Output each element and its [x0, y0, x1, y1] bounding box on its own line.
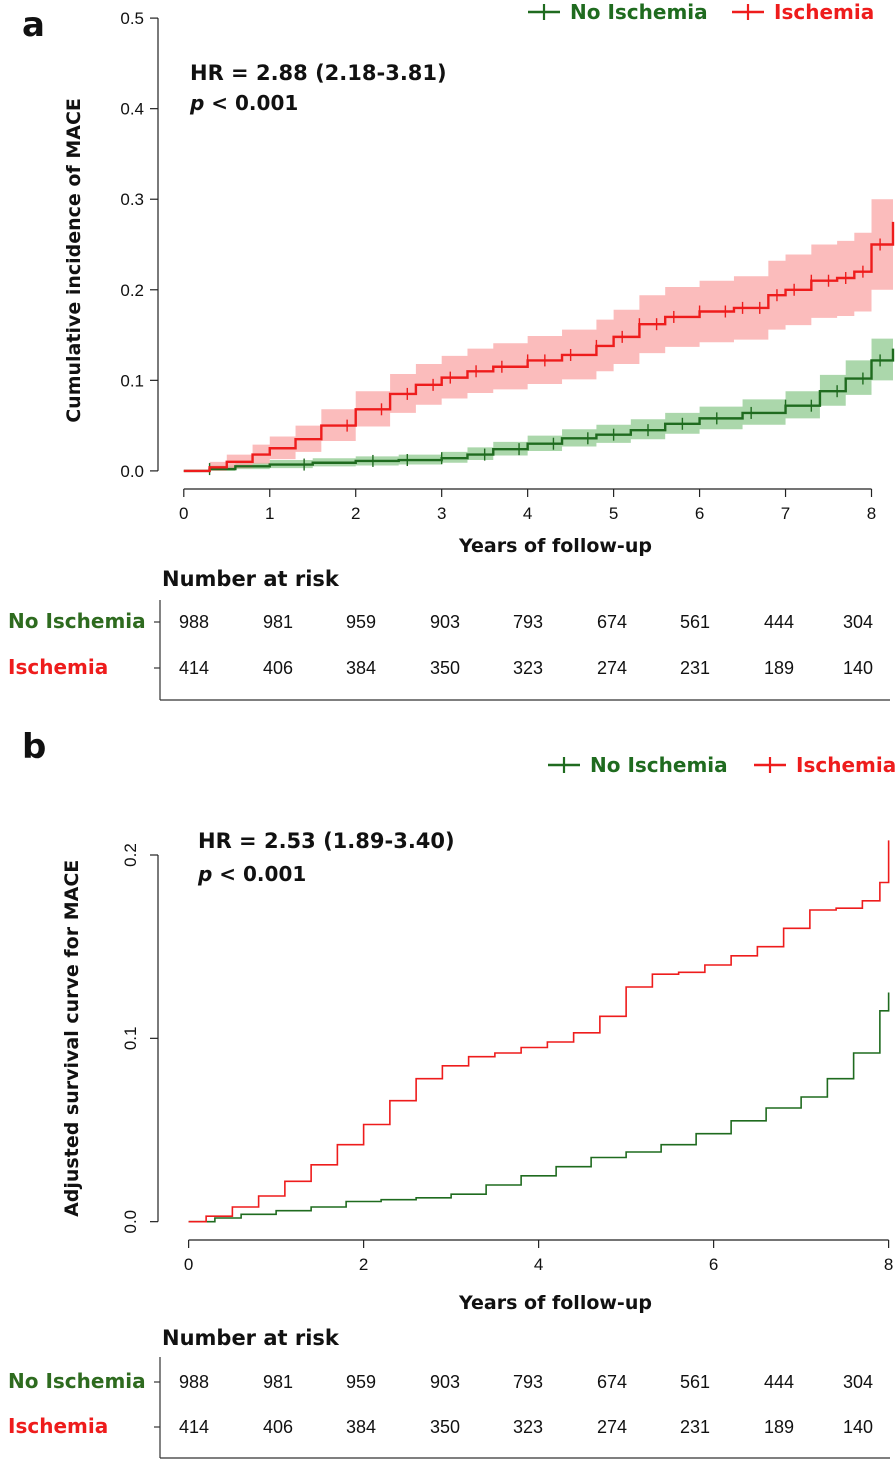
- legend-item-no-ischemia: No Ischemia: [528, 0, 708, 24]
- risk-value: 323: [513, 1417, 543, 1437]
- risk-value: 444: [764, 1372, 794, 1392]
- y-tick-label: 0.2: [120, 281, 144, 300]
- x-axis-title: Years of follow-up: [458, 1292, 652, 1314]
- risk-value: 231: [680, 1417, 710, 1437]
- risk-value: 304: [843, 612, 873, 632]
- p-value-text: p < 0.001: [189, 91, 298, 115]
- risk-value: 406: [263, 1417, 293, 1437]
- panel-letter: b: [22, 727, 46, 767]
- y-axis-title: Cumulative incidence of MACE: [63, 98, 85, 423]
- ci-band-ischemia: [183, 176, 893, 471]
- hazard-ratio-text: HR = 2.53 (1.89-3.40): [198, 829, 455, 853]
- p-value: < 0.001: [204, 91, 298, 115]
- y-tick-label: 0.0: [121, 1210, 140, 1234]
- x-tick-label: 4: [523, 504, 532, 523]
- risk-value: 793: [513, 612, 543, 632]
- legend-item-ischemia: Ischemia: [754, 753, 896, 777]
- panel-b: b 0.0 0.1 0.2 0 2 4 6 8 Years of follow-up Adjuste…: [8, 727, 896, 1459]
- risk-value: 231: [680, 658, 710, 678]
- legend-label: No Ischemia: [590, 753, 728, 777]
- risk-value: 988: [179, 612, 209, 632]
- risk-table-title: Number at risk: [162, 1326, 340, 1350]
- risk-value: 406: [263, 658, 293, 678]
- series-line-ischemia: [188, 840, 890, 1223]
- series-line-ischemia: [183, 221, 895, 473]
- risk-value: 414: [179, 658, 209, 678]
- x-tick-label: 8: [867, 504, 876, 523]
- x-tick-label: 4: [534, 1255, 543, 1274]
- risk-value: 140: [843, 1417, 873, 1437]
- y-tick-label: 0.1: [121, 1027, 140, 1051]
- risk-table-title: Number at risk: [162, 567, 340, 591]
- legend-item-ischemia: Ischemia: [732, 0, 874, 24]
- legend-label: Ischemia: [796, 753, 896, 777]
- risk-value: 304: [843, 1372, 873, 1392]
- x-tick-label: 2: [359, 1255, 368, 1274]
- x-tick-label: 0: [184, 1255, 193, 1274]
- x-axis-title: Years of follow-up: [458, 535, 652, 557]
- risk-row-label-no-ischemia: No Ischemia: [8, 609, 146, 633]
- risk-table: Number at risk No Ischemia 988 981 959 903 793…: [8, 567, 890, 701]
- risk-value: 350: [430, 658, 460, 678]
- risk-value: 793: [513, 1372, 543, 1392]
- x-tick-label: 2: [351, 504, 360, 523]
- risk-value: 350: [430, 1417, 460, 1437]
- risk-value: 903: [430, 612, 460, 632]
- y-tick-label: 0.4: [120, 100, 144, 119]
- legend-label: Ischemia: [774, 0, 874, 24]
- risk-row-label-ischemia: Ischemia: [8, 655, 108, 679]
- risk-value: 903: [430, 1372, 460, 1392]
- series-line-no-ischemia: [188, 992, 890, 1223]
- risk-value: 140: [843, 658, 873, 678]
- risk-value: 561: [680, 612, 710, 632]
- y-tick-label: 0.3: [120, 190, 144, 209]
- risk-value: 189: [764, 658, 794, 678]
- risk-value: 274: [597, 1417, 627, 1437]
- risk-value: 384: [346, 658, 376, 678]
- series-line-no-ischemia: [183, 348, 895, 473]
- risk-value: 981: [263, 1372, 293, 1392]
- y-tick-label: 0.5: [120, 9, 144, 28]
- legend-item-no-ischemia: No Ischemia: [548, 753, 728, 777]
- panel-letter: a: [22, 5, 45, 45]
- risk-value: 444: [764, 612, 794, 632]
- risk-value: 561: [680, 1372, 710, 1392]
- ci-band-no-ischemia: [183, 321, 893, 471]
- p-symbol: p: [197, 862, 212, 886]
- risk-value: 323: [513, 658, 543, 678]
- x-tick-label: 0: [179, 504, 188, 523]
- risk-row-label-ischemia: Ischemia: [8, 1414, 108, 1438]
- risk-value: 959: [346, 1372, 376, 1392]
- risk-value: 384: [346, 1417, 376, 1437]
- y-axis-title: Adjusted survival curve for MACE: [61, 860, 83, 1217]
- risk-row-label-no-ischemia: No Ischemia: [8, 1369, 146, 1393]
- hazard-ratio-text: HR = 2.88 (2.18-3.81): [190, 61, 447, 85]
- x-tick-label: 1: [265, 504, 274, 523]
- p-symbol: p: [189, 91, 204, 115]
- x-tick-label: 6: [709, 1255, 718, 1274]
- risk-value: 414: [179, 1417, 209, 1437]
- legend-label: No Ischemia: [570, 0, 708, 24]
- p-value: < 0.001: [212, 862, 306, 886]
- x-tick-label: 7: [781, 504, 790, 523]
- risk-table: Number at risk No Ischemia 988 981 959 903 793…: [8, 1326, 890, 1459]
- risk-value: 959: [346, 612, 376, 632]
- p-value-text: p < 0.001: [197, 862, 306, 886]
- y-tick-label: 0.0: [120, 462, 144, 481]
- y-tick-label: 0.1: [120, 371, 144, 390]
- x-tick-label: 3: [437, 504, 446, 523]
- risk-value: 274: [597, 658, 627, 678]
- y-tick-label: 0.2: [121, 843, 140, 867]
- risk-value: 674: [597, 1372, 627, 1392]
- x-tick-label: 8: [884, 1255, 893, 1274]
- risk-value: 981: [263, 612, 293, 632]
- risk-value: 988: [179, 1372, 209, 1392]
- panel-a: a 0.0 0.1 0.2 0.3 0.4 0.5 0 1 2 3 4 5 6 7 8 Years of fol…: [8, 0, 895, 701]
- risk-value: 189: [764, 1417, 794, 1437]
- x-tick-label: 5: [609, 504, 618, 523]
- x-tick-label: 6: [695, 504, 704, 523]
- risk-value: 674: [597, 612, 627, 632]
